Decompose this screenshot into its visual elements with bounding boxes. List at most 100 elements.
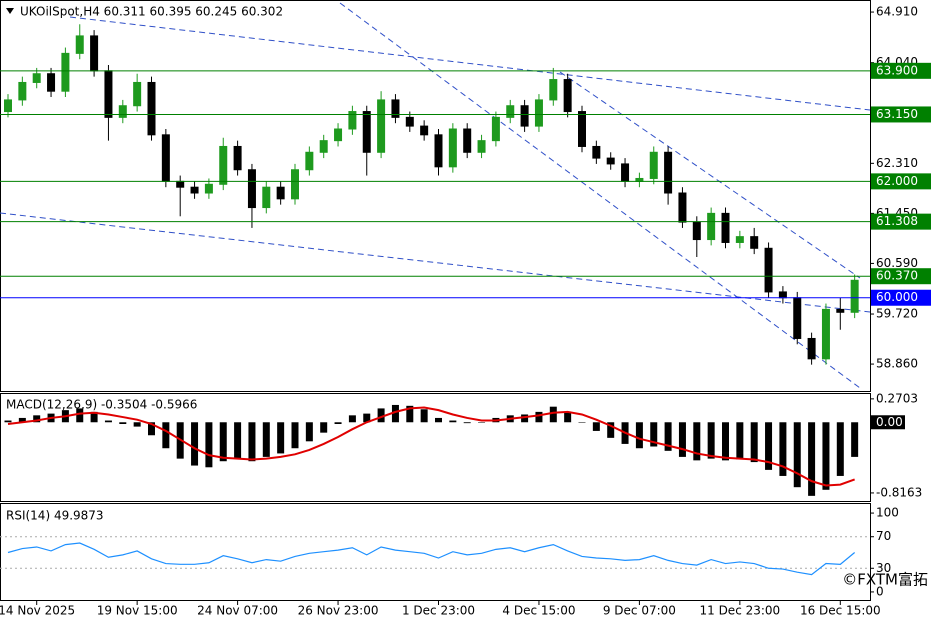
candle-body: [477, 140, 486, 153]
macd-bar: [549, 406, 557, 423]
macd-bar: [391, 404, 399, 423]
candle-body: [707, 212, 716, 241]
macd-bar: [765, 422, 773, 470]
candle-body: [47, 73, 56, 92]
x-tick-label: 14 Nov 2025: [0, 604, 75, 618]
trendlines: [0, 2, 871, 389]
candle-body: [621, 163, 630, 182]
macd-bar: [664, 422, 672, 451]
macd-bar: [4, 420, 12, 423]
candle-body: [262, 186, 271, 209]
rsi-line: [7, 542, 856, 576]
menu-arrow: [6, 8, 14, 14]
candle-body: [176, 180, 185, 188]
y-tick-label: 100: [876, 506, 899, 520]
macd-bar: [435, 417, 442, 423]
level-label-box: [871, 106, 931, 123]
candle-body: [721, 212, 730, 243]
y-tick-label: 0.00: [876, 415, 903, 429]
candle-body: [334, 128, 343, 142]
candle-body: [506, 105, 515, 118]
level-label-box: [871, 268, 931, 285]
candle-body: [104, 70, 113, 118]
y-tick-label: 0.2703: [876, 391, 918, 405]
candle-body: [204, 183, 213, 194]
macd-bar: [234, 422, 242, 459]
macd-bar: [420, 409, 428, 423]
macd-bar: [521, 414, 529, 423]
macd-bar: [851, 422, 859, 457]
candle-body: [592, 145, 601, 159]
y-tick-label: 0: [876, 584, 884, 598]
candle-body: [836, 308, 845, 313]
x-tick-label: 24 Nov 07:00: [197, 604, 278, 618]
level-label: 60.370: [876, 269, 918, 283]
price-frame: [0, 0, 871, 392]
y-tick-label: -0.8163: [876, 485, 922, 499]
y-tick-label: 64.910: [876, 5, 918, 19]
level-label-box: [871, 289, 931, 306]
macd-bar: [219, 422, 227, 462]
macd-bar: [793, 422, 801, 488]
macd-bar: [205, 422, 213, 468]
x-tick-label: 26 Nov 23:00: [298, 604, 379, 618]
candle-body: [90, 35, 99, 72]
y-tick-label: 70: [876, 529, 891, 543]
candle-body: [434, 134, 443, 168]
candle-body: [32, 73, 41, 83]
macd-bar: [33, 415, 41, 423]
macd-bar: [291, 422, 299, 449]
candle-body: [319, 140, 328, 153]
candle-body: [377, 99, 386, 153]
y-tick-label: 59.720: [876, 307, 918, 321]
macd-bar: [133, 422, 141, 427]
macd-bar: [722, 422, 729, 461]
trendline: [69, 16, 871, 111]
macd-bar: [320, 422, 328, 433]
level-label: 63.900: [876, 63, 918, 77]
x-tick-label: 1 Dec 23:00: [402, 604, 475, 618]
candle-body: [18, 81, 27, 101]
candle-body: [606, 157, 615, 165]
macd-bar: [607, 422, 615, 438]
candle-body: [291, 169, 299, 200]
candle-body: [778, 291, 787, 299]
x-tick-label: 11 Dec 23:00: [699, 604, 780, 618]
price-title: UKOilSpot,H4 60.311 60.395 60.245 60.302: [20, 5, 283, 19]
level-label-box: [871, 62, 931, 79]
rsi-title: RSI(14) 49.9873: [6, 509, 104, 523]
level-label: 62.000: [876, 174, 918, 188]
macd-bar: [635, 422, 643, 449]
y-tick-label: 30: [876, 561, 891, 575]
macd-bar: [262, 422, 270, 457]
trendline: [559, 71, 861, 279]
macd-bar: [248, 422, 256, 462]
candle-body: [491, 116, 500, 142]
level-label-box: [871, 173, 931, 190]
level-label: 60.000: [876, 290, 918, 304]
macd-bar: [808, 422, 816, 496]
x-tick-label: 9 Dec 07:00: [603, 604, 676, 618]
macd-bar: [90, 411, 98, 423]
macd-bar: [650, 422, 658, 447]
candle-body: [549, 79, 558, 101]
macd-bar: [406, 405, 414, 423]
macd-bar: [363, 413, 371, 423]
macd-bar: [836, 422, 844, 476]
candle-body: [807, 337, 816, 360]
candle-body: [850, 279, 859, 313]
candle-body: [348, 111, 357, 130]
x-tick-label: 16 Dec 15:00: [800, 604, 881, 618]
candle-body: [821, 308, 830, 360]
candle-body: [276, 186, 285, 200]
macd-bar: [76, 408, 84, 423]
candle-body: [664, 151, 673, 194]
zero-label-box: [871, 415, 905, 430]
macd-bar: [750, 422, 758, 463]
macd-bar: [693, 422, 701, 461]
macd-bar: [162, 422, 170, 449]
candle-body: [678, 192, 687, 223]
macd-bar: [822, 422, 830, 490]
